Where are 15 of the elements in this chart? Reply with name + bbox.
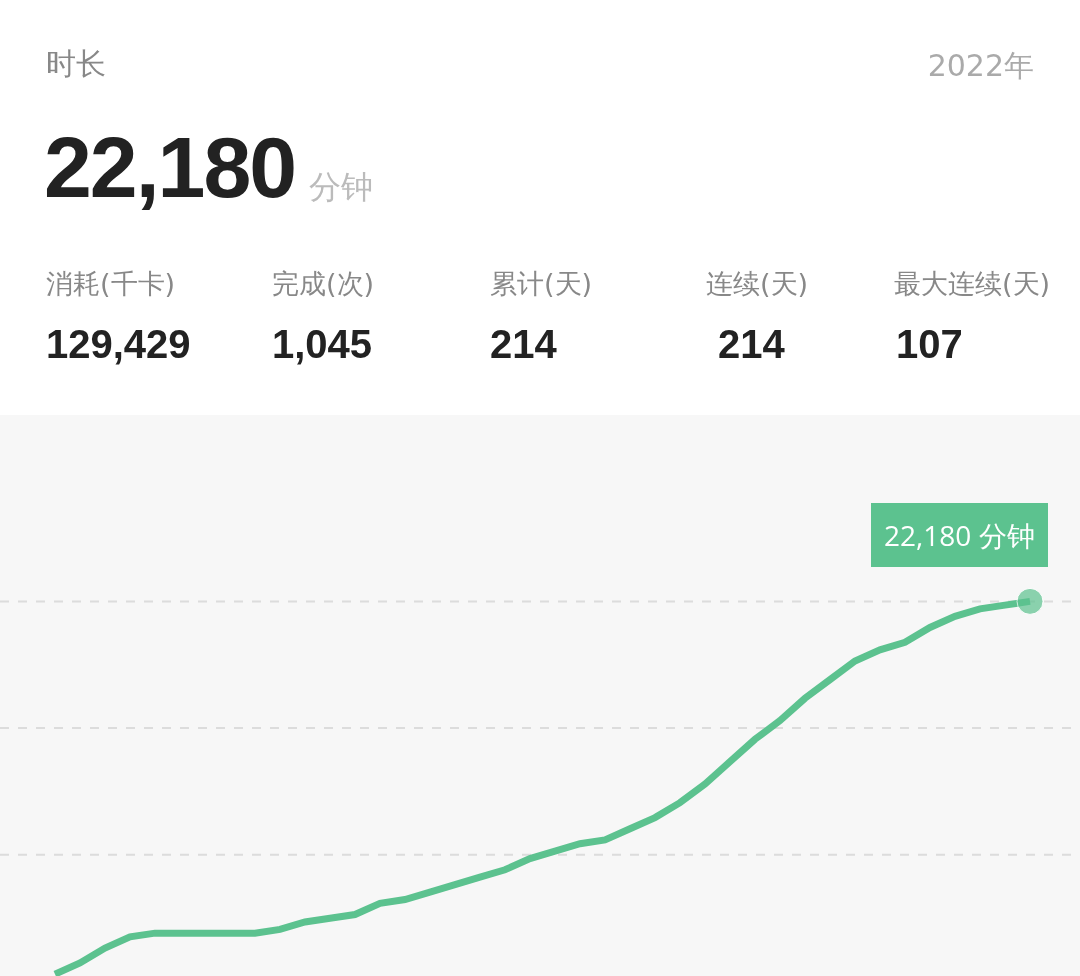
text: 214: [718, 322, 785, 367]
text: 2022年: [927, 47, 1034, 85]
chart-title: 时长: [46, 45, 106, 83]
text: 1,045: [272, 322, 373, 367]
text: 完成(次): [272, 267, 375, 301]
text: 消耗(千卡): [46, 267, 176, 301]
text: 最大连续(天): [894, 267, 1051, 301]
text: 107: [896, 322, 963, 367]
text: 22,180 分钟: [884, 516, 1035, 554]
text: 累计(天): [490, 267, 593, 301]
text: 129,429: [46, 322, 191, 367]
text: 214: [490, 322, 557, 367]
text: 分钟: [309, 167, 373, 208]
text: 22,180: [44, 118, 296, 217]
text: 连续(天): [706, 267, 809, 301]
